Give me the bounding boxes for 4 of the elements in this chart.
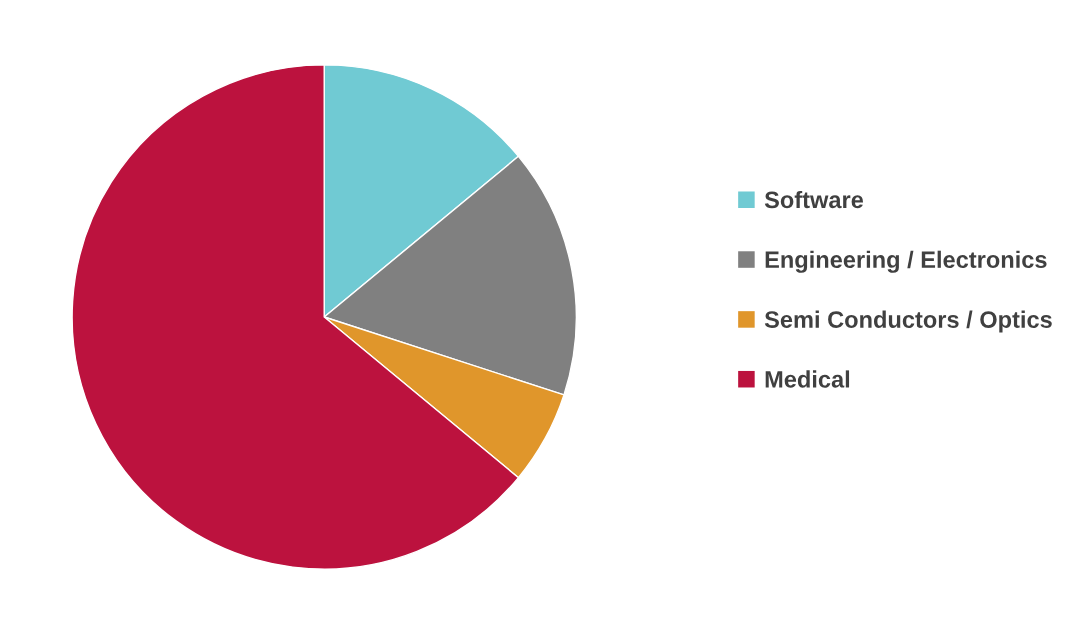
legend-label: Medical — [765, 370, 850, 388]
legend-label: Semi Conductors / Optics — [764, 310, 1052, 333]
legend-label: Engineering / Electronics — [765, 250, 1047, 273]
legend-label: Software — [764, 190, 864, 209]
